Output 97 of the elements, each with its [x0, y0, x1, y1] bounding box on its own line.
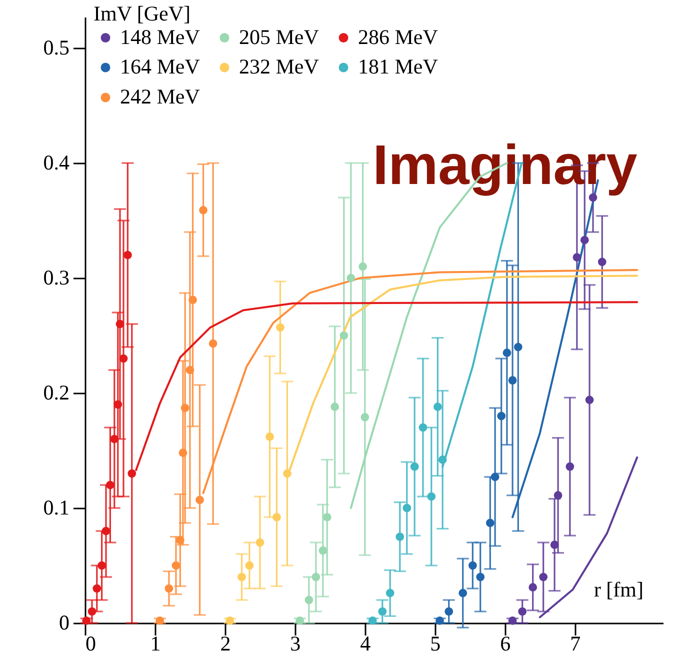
- legend-label: 286 MeV: [358, 24, 438, 49]
- point: [444, 607, 454, 616]
- point: [554, 491, 562, 500]
- point: [266, 432, 274, 441]
- point: [396, 532, 404, 541]
- point: [368, 616, 377, 625]
- point: [245, 561, 254, 570]
- point: [188, 296, 197, 304]
- point: [418, 423, 428, 432]
- point: [566, 462, 574, 471]
- point: [346, 274, 356, 282]
- point: [508, 616, 517, 625]
- point: [330, 402, 339, 411]
- point: [128, 469, 136, 478]
- point: [304, 596, 314, 604]
- point: [186, 366, 194, 374]
- legend-label: 242 MeV: [120, 84, 200, 108]
- point: [110, 434, 119, 444]
- x-tick-label: 7: [570, 632, 581, 656]
- y-tick-label: 0.2: [43, 380, 70, 405]
- point: [114, 400, 122, 409]
- point: [427, 492, 436, 501]
- point: [322, 513, 332, 522]
- point: [176, 536, 184, 544]
- point: [598, 258, 606, 266]
- point: [378, 607, 387, 616]
- point: [539, 572, 548, 582]
- point: [433, 402, 442, 411]
- point: [358, 262, 367, 271]
- x-tick-label: 0: [86, 632, 96, 656]
- y-tick-label: 0.5: [43, 36, 70, 60]
- point: [490, 472, 500, 482]
- point: [360, 412, 370, 422]
- point: [497, 412, 506, 420]
- point: [476, 572, 485, 582]
- x-tick-label: 2: [220, 632, 231, 656]
- point: [156, 616, 164, 625]
- point: [164, 584, 174, 593]
- point: [196, 496, 204, 504]
- y-tick-label: 0.4: [43, 150, 70, 175]
- point: [468, 561, 477, 570]
- point: [514, 342, 522, 352]
- point: [82, 616, 91, 625]
- legend-label: 164 MeV: [120, 54, 200, 78]
- point: [410, 462, 419, 471]
- point: [283, 469, 292, 478]
- point: [550, 540, 559, 549]
- point: [119, 354, 128, 363]
- y-tick-label: 0: [59, 610, 70, 634]
- point: [585, 396, 594, 404]
- x-tick-label: 6: [500, 632, 511, 656]
- point: [486, 518, 494, 528]
- point: [199, 206, 208, 214]
- point: [88, 607, 96, 616]
- point: [502, 348, 512, 357]
- point: [180, 404, 190, 412]
- point: [402, 504, 412, 512]
- x-tick-label: 3: [290, 632, 301, 656]
- y-tick-label: 0.3: [43, 266, 70, 290]
- point: [116, 320, 124, 328]
- point: [238, 572, 246, 582]
- point: [438, 456, 447, 464]
- point: [208, 339, 218, 348]
- y-tick-label: 0.1: [43, 496, 70, 520]
- x-axis-title: r [fm]: [594, 578, 644, 602]
- point: [518, 607, 527, 616]
- point: [580, 236, 589, 244]
- point: [98, 561, 106, 570]
- point: [508, 376, 517, 385]
- x-tick-label: 4: [360, 632, 372, 656]
- point: [386, 588, 394, 598]
- point: [178, 448, 188, 457]
- point: [226, 616, 234, 625]
- point: [172, 561, 180, 570]
- point: [340, 331, 348, 340]
- legend-label: 181 MeV: [358, 54, 438, 78]
- x-tick-label: 1: [150, 632, 161, 656]
- legend-label: 232 MeV: [239, 54, 319, 78]
- legend-label: 148 MeV: [120, 24, 200, 49]
- point: [106, 480, 114, 490]
- legend-label: 205 MeV: [239, 24, 319, 49]
- point: [458, 588, 468, 598]
- y-axis-title: ImV [GeV]: [94, 2, 191, 26]
- x-tick-label: 5: [430, 632, 441, 656]
- point: [312, 572, 320, 582]
- point: [102, 526, 110, 536]
- annotation: Imaginary: [372, 133, 638, 196]
- point: [296, 616, 304, 625]
- point: [92, 584, 102, 593]
- point: [528, 583, 538, 592]
- point: [256, 538, 264, 547]
- point: [318, 546, 328, 555]
- point: [436, 616, 444, 625]
- point: [276, 323, 284, 332]
- point: [272, 513, 281, 522]
- point: [572, 253, 582, 262]
- point: [124, 250, 132, 260]
